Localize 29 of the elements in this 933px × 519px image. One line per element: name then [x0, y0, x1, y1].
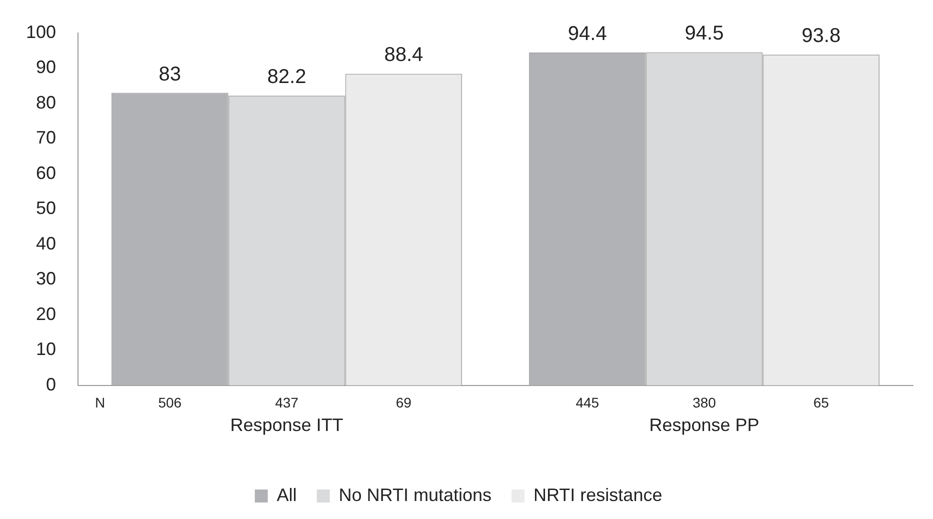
text: 437 [275, 394, 299, 410]
data-label: 94.4 [568, 23, 607, 46]
legend-label: All [276, 484, 297, 505]
y-tick-label: 10 [36, 339, 56, 360]
y-tick-label: 80 [36, 92, 56, 112]
data-label: 93.8 [802, 25, 841, 48]
text: 69 [396, 394, 412, 410]
y-tick-label: 90 [36, 57, 56, 78]
y-tick-label: 20 [36, 304, 56, 324]
data-label: 83 [158, 63, 182, 86]
x-tick-label: Response PP [649, 415, 760, 436]
y-tick-label: 30 [36, 268, 56, 289]
text: 445 [576, 394, 600, 410]
y-tick-label: 60 [36, 162, 56, 183]
data-label: 94.5 [684, 22, 724, 45]
y-tick-label: 70 [36, 128, 56, 148]
text: 65 [813, 394, 830, 410]
text: N [94, 394, 106, 410]
text: 506 [158, 394, 182, 410]
y-tick-label: 40 [36, 233, 56, 254]
legend-label: No NRTI mutations [338, 484, 492, 505]
x-tick-label: Response ITT [230, 415, 344, 436]
y-tick-label: 100 [26, 22, 56, 42]
y-tick-label: 50 [36, 198, 56, 218]
y-tick-label: 0 [46, 374, 56, 394]
data-label: 88.4 [384, 44, 424, 66]
data-label: 82.2 [267, 66, 306, 88]
legend-label: NRTI resistance [534, 484, 662, 505]
text: 380 [692, 394, 716, 410]
